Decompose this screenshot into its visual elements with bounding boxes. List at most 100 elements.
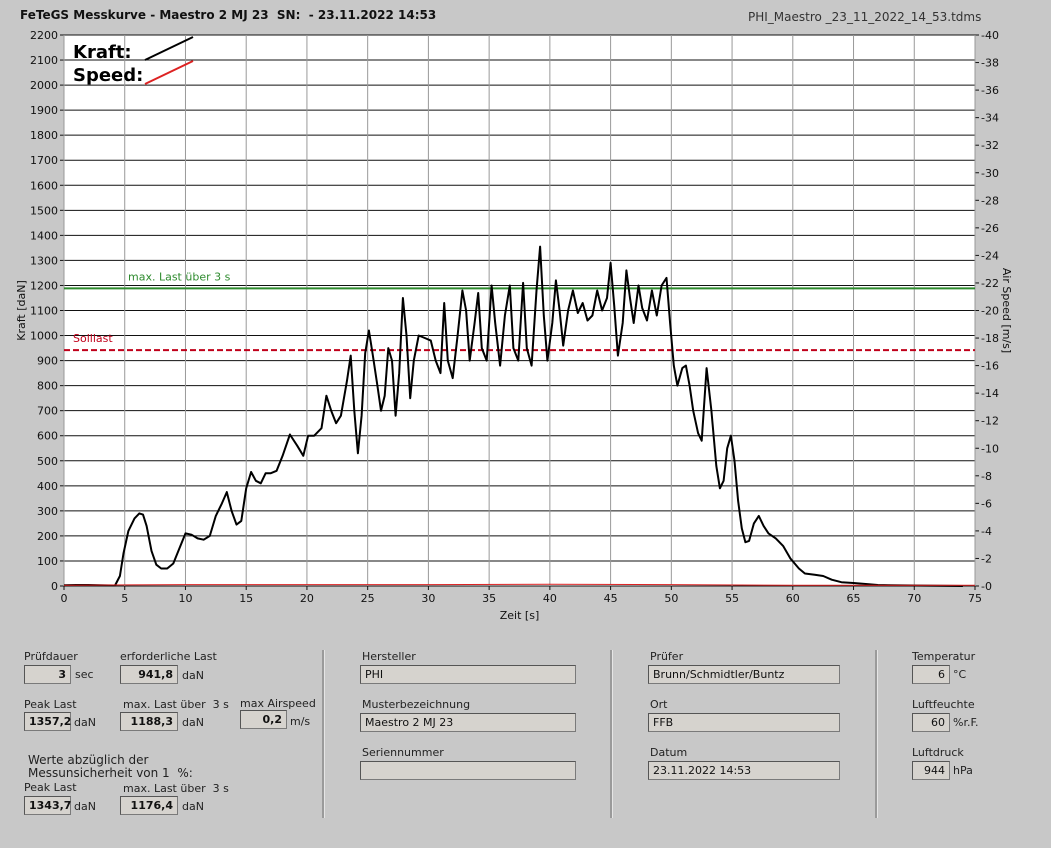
peak-last-field: 1357,2: [24, 712, 71, 731]
y2-tick-label: -38: [981, 57, 999, 70]
x-axis-label: Zeit [s]: [500, 609, 539, 622]
y2-tick-label: -6: [981, 497, 992, 510]
y-tick-label: 500: [37, 455, 58, 468]
luftdruck-label: Luftdruck: [912, 746, 964, 759]
speed-series-line: [63, 583, 975, 586]
werte-note: Werte abzüglich der Messunsicherheit von…: [28, 753, 193, 780]
y-tick-label: 1500: [30, 204, 58, 217]
max-airspeed-label: max Airspeed: [240, 697, 316, 710]
peak-last-unit: daN: [74, 716, 96, 729]
legend-speed-swatch: [144, 60, 194, 85]
x-tick-label: 50: [664, 592, 678, 605]
y-tick-label: 1800: [30, 129, 58, 142]
temperatur-unit: °C: [953, 668, 967, 681]
pruefer-field: Brunn/Schmidtler/Buntz: [648, 665, 840, 684]
x-tick-label: 60: [786, 592, 800, 605]
erforderliche-last-label: erforderliche Last: [120, 650, 217, 663]
max-airspeed-field: 0,2: [240, 710, 287, 729]
y-tick-label: 1400: [30, 229, 58, 242]
y-tick-label: 300: [37, 505, 58, 518]
y-tick-label: 1900: [30, 104, 58, 117]
erforderliche-last-field: 941,8: [120, 665, 178, 684]
y-tick-label: 2000: [30, 79, 58, 92]
datum-field: 23.11.2022 14:53: [648, 761, 840, 780]
x-tick-label: 10: [178, 592, 192, 605]
divider: [322, 650, 325, 818]
max-last-2-field: 1176,4: [120, 796, 178, 815]
erforderliche-last-unit: daN: [182, 669, 204, 682]
y-axis-label: Kraft [daN]: [15, 280, 28, 341]
y2-tick-label: -16: [981, 360, 999, 373]
y-tick-label: 100: [37, 555, 58, 568]
max-last-field: 1188,3: [120, 712, 178, 731]
y2-tick-label: -22: [981, 277, 999, 290]
y2-tick-label: -2: [981, 552, 992, 565]
y2-tick-label: -12: [981, 415, 999, 428]
x-tick-label: 45: [604, 592, 618, 605]
y2-tick-label: -34: [981, 112, 999, 125]
max-airspeed-unit: m/s: [290, 715, 311, 728]
pruefer-label: Prüfer: [650, 650, 684, 663]
y-tick-label: 800: [37, 380, 58, 393]
peak-last-2-label: Peak Last: [24, 781, 77, 794]
musterbezeichnung-label: Musterbezeichnung: [362, 698, 471, 711]
y2-tick-label: -4: [981, 525, 992, 538]
max-last-label: max. Last über 3 s: [123, 698, 229, 711]
peak-last-label: Peak Last: [24, 698, 77, 711]
pruefdauer-label: Prüfdauer: [24, 650, 78, 663]
y-tick-label: 1700: [30, 154, 58, 167]
y2-tick-label: -24: [981, 249, 999, 262]
y2-tick-label: -0: [981, 580, 992, 593]
y2-tick-label: -26: [981, 222, 999, 235]
x-tick-label: 15: [239, 592, 253, 605]
window-title: FeTeGS Messkurve - Maestro 2 MJ 23 SN: -…: [20, 8, 437, 22]
y2-tick-label: -32: [981, 139, 999, 152]
x-tick-label: 35: [482, 592, 496, 605]
seriennummer-label: Seriennummer: [362, 746, 444, 759]
y2-tick-label: -14: [981, 387, 999, 400]
hersteller-field: PHI: [360, 665, 576, 684]
file-name: PHI_Maestro _23_11_2022_14_53.tdms: [748, 10, 982, 24]
y-tick-label: 700: [37, 405, 58, 418]
x-tick-label: 5: [121, 592, 128, 605]
hersteller-label: Hersteller: [362, 650, 416, 663]
x-tick-label: 0: [61, 592, 68, 605]
divider: [610, 650, 613, 818]
y-tick-label: 1600: [30, 179, 58, 192]
luftfeuchte-unit: %r.F.: [953, 716, 979, 729]
temperatur-field: 6: [912, 665, 950, 684]
y2-tick-label: -20: [981, 305, 999, 318]
pruefdauer-field: 3: [24, 665, 71, 684]
y2-tick-label: -10: [981, 442, 999, 455]
x-tick-label: 70: [907, 592, 921, 605]
pruefdauer-unit: sec: [75, 668, 94, 681]
legend-kraft-swatch: [144, 36, 194, 61]
y2-axis-label: Air Speed [m/s]: [1000, 268, 1013, 353]
y-tick-label: 2100: [30, 54, 58, 67]
peak-last-2-unit: daN: [74, 800, 96, 813]
y-tick-label: 400: [37, 480, 58, 493]
y2-tick-label: -40: [981, 29, 999, 42]
y2-tick-label: -18: [981, 332, 999, 345]
seriennummer-field: [360, 761, 576, 780]
y2-tick-label: -30: [981, 167, 999, 180]
y-tick-label: 900: [37, 355, 58, 368]
x-tick-label: 65: [847, 592, 861, 605]
force-speed-chart: 0100200300400500600700800900100011001200…: [15, 29, 1013, 622]
y-tick-label: 1200: [30, 279, 58, 292]
x-tick-label: 40: [543, 592, 557, 605]
luftdruck-field: 944: [912, 761, 950, 780]
y-tick-label: 200: [37, 530, 58, 543]
peak-last-2-field: 1343,7: [24, 796, 71, 815]
max-last-2-unit: daN: [182, 800, 204, 813]
y-tick-label: 0: [51, 580, 58, 593]
y2-tick-label: -28: [981, 194, 999, 207]
divider: [875, 650, 878, 818]
datum-label: Datum: [650, 746, 688, 759]
y-tick-label: 2200: [30, 29, 58, 42]
y-tick-label: 1000: [30, 330, 58, 343]
luftfeuchte-field: 60: [912, 713, 950, 732]
max-last-2-label: max. Last über 3 s: [123, 782, 229, 795]
temperatur-label: Temperatur: [912, 650, 976, 663]
luftfeuchte-label: Luftfeuchte: [912, 698, 975, 711]
